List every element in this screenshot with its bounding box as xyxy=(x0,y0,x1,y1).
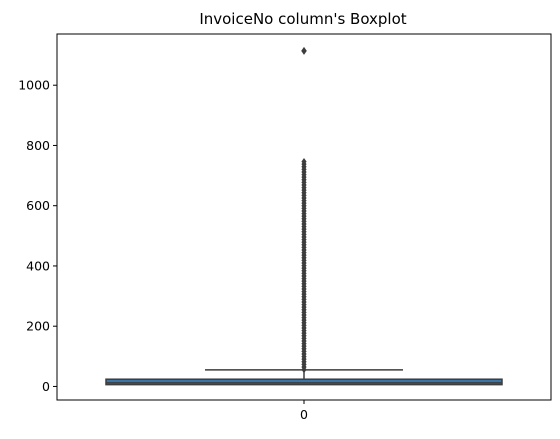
plot-area: 0 200 400 600 800 1000 0 xyxy=(18,33,552,422)
y-tick-label: 600 xyxy=(26,198,50,213)
y-tick-label: 1000 xyxy=(18,78,50,93)
y-tick-label: 800 xyxy=(26,138,50,153)
box-iqr xyxy=(105,378,503,386)
x-tick-label: 0 xyxy=(300,407,308,422)
outlier-point xyxy=(301,46,307,55)
y-tick-label: 200 xyxy=(26,319,50,334)
y-tick-label: 400 xyxy=(26,258,50,273)
outlier-point xyxy=(301,157,307,166)
y-tick-label: 0 xyxy=(42,379,50,394)
chart-title: InvoiceNo column's Boxplot xyxy=(199,10,406,28)
